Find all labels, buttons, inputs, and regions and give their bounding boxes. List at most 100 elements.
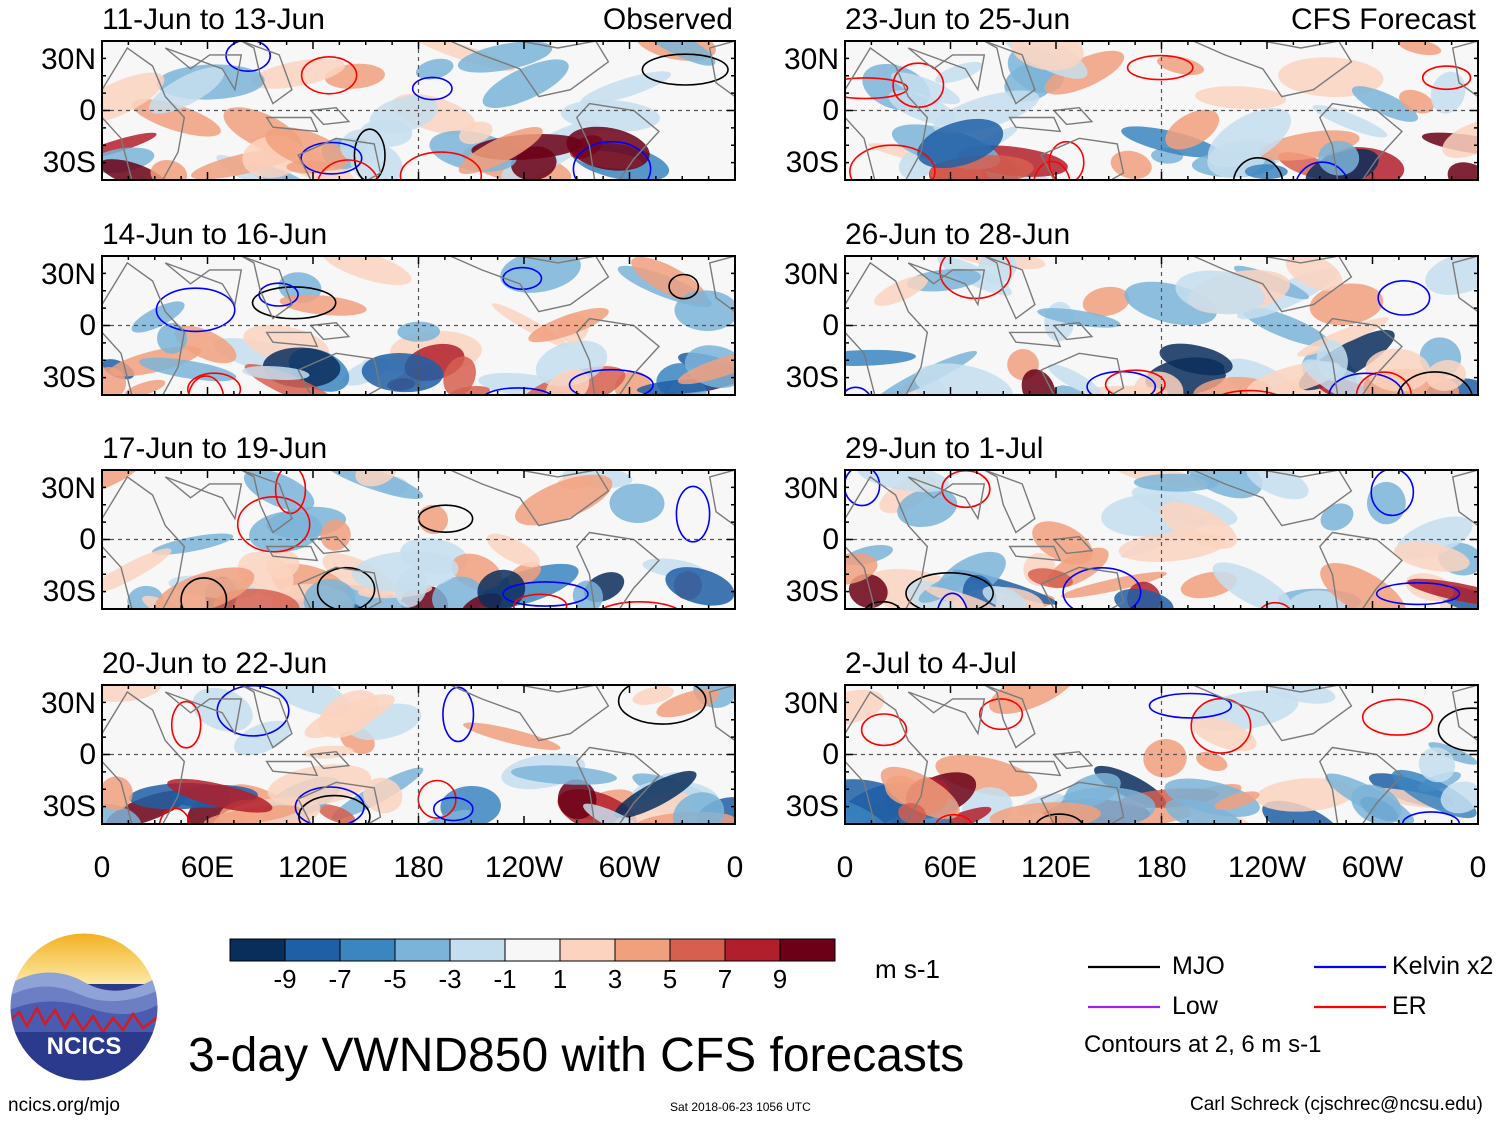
anomaly-cell [1061,571,1167,598]
x-tick-label: 0 [726,851,744,884]
anomaly-cell [1288,590,1346,609]
coastline [1008,116,1062,133]
contour-line [158,807,191,824]
anomaly-cell [515,474,613,526]
panel-7 [844,684,1479,825]
contour-line [845,77,909,100]
logo-text: NCICS [47,1033,122,1060]
coastline [983,685,1036,749]
coastline [907,476,986,521]
coastline [164,691,243,736]
anomaly-cell [873,275,929,306]
x-tick-label: 60E [923,851,978,884]
legend-label: Kelvin x2 [1392,952,1494,980]
colorbar-swatch [504,938,561,962]
contour-line [939,256,1012,300]
anomaly-cell [340,129,385,164]
y-tick-label: 30S [42,790,96,824]
contour-line [300,56,358,95]
panel-3 [101,684,736,825]
colorbar-swatch [449,938,506,962]
contour-line [1375,581,1461,606]
anomaly-cell [1207,107,1292,168]
anomaly-cell [138,357,237,382]
anomaly-cell [174,325,237,364]
y-tick-label: 0 [822,308,839,342]
coastline [1192,685,1353,742]
coastline [1451,41,1478,98]
contour-line [236,495,311,553]
contour-line [258,282,299,307]
colorbar-swatch [724,938,781,962]
anomaly-cell [845,799,892,824]
panel-title: 26-Jun to 28-Jun [845,218,1071,251]
y-tick-label: 0 [79,737,96,771]
y-tick-label: 0 [79,522,96,556]
coastline [265,760,319,777]
contour-line [617,685,707,725]
coastline [102,690,186,824]
anomaly-cell [1143,739,1187,778]
contour-line [1048,140,1085,180]
y-tick-label: 30S [42,575,96,609]
anomaly-cell [1165,109,1220,150]
anomaly-cell [545,369,590,395]
coastline [845,690,929,824]
anomaly-cell [102,548,172,595]
coastline [575,531,661,609]
coastline [102,475,186,609]
anomaly-cell [1394,541,1470,572]
anomaly-cell [609,483,665,524]
anomaly-cell [1194,86,1287,110]
coastline [265,331,319,348]
contour-line [568,368,654,395]
x-tick-label: 0 [836,851,854,884]
anomaly-cell [1191,716,1257,752]
site-link[interactable]: ncics.org/mjo [8,1095,120,1116]
anomaly-cell [1246,470,1309,500]
x-tick-label: 0 [1469,851,1487,884]
anomaly-cell [415,58,454,80]
y-tick-label: 30N [783,258,839,292]
y-tick-label: 30N [783,472,839,506]
colorbar-tick-label: 7 [717,964,733,994]
panel-title: 17-Jun to 19-Jun [102,432,328,465]
colorbar-units: m s-1 [875,954,940,984]
coastline [240,256,293,320]
contour-line [502,581,589,607]
coastline [164,47,243,92]
y-tick-label: 0 [79,308,96,342]
coastline [1052,535,1094,555]
contour-line [978,698,1024,731]
anomaly-cell [204,805,301,824]
anomaly-cell [891,72,961,105]
anomaly-cell [361,353,444,393]
coastline [1040,137,1125,180]
panel-title: 20-Jun to 22-Jun [102,647,328,680]
anomaly-cell [906,268,982,292]
anomaly-cell [1082,286,1130,317]
coastline [449,470,610,527]
contour-line [1361,698,1434,736]
colorbar-swatch [779,938,836,962]
anomaly-cell [1011,41,1084,71]
anomaly-cell [1430,71,1466,114]
colorbar-tick-label: -7 [328,964,352,994]
legend-label: ER [1392,992,1427,1020]
colorbar-swatch [339,938,396,962]
observed-label: Observed [602,3,733,36]
anomaly-cell [1212,562,1293,609]
anomaly-cell [416,809,471,824]
contour-line [1328,372,1404,395]
contour-line [864,600,902,609]
y-tick-label: 0 [822,93,839,127]
anomaly-cell [459,121,493,145]
contour-line [845,470,881,507]
anomaly-cell [1399,89,1434,114]
colorbar-tick-label: -3 [438,964,462,994]
contour-line [512,593,568,609]
panel-title: 2-Jul to 4-Jul [845,647,1017,680]
anomaly-cell [1418,747,1456,783]
contour-line [442,686,475,743]
